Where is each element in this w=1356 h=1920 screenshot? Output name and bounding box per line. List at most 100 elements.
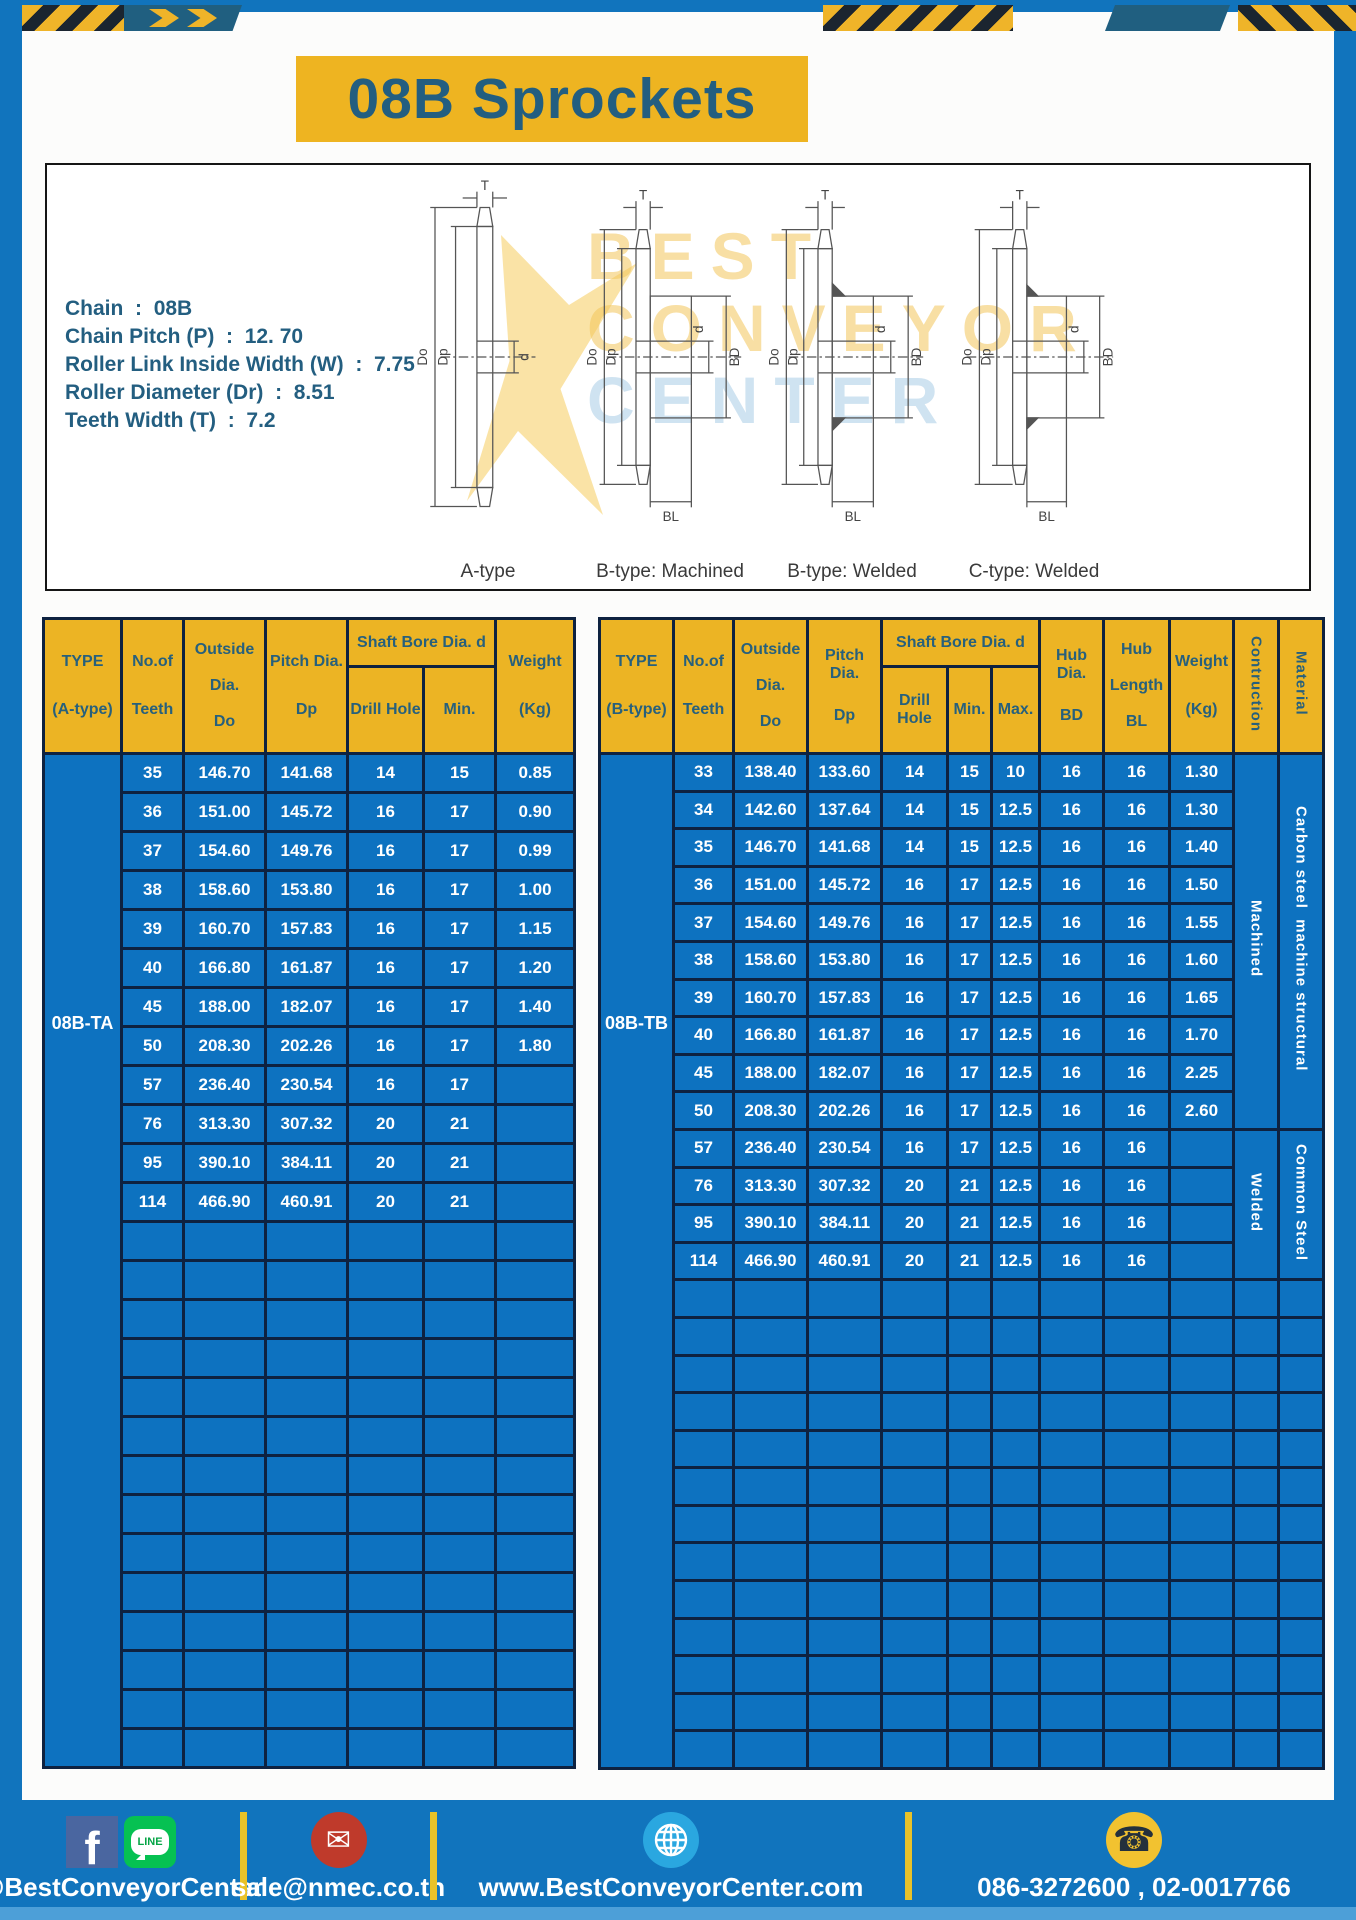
cell: [182, 1454, 267, 1496]
cell: 16: [1038, 864, 1105, 906]
cell: 17: [946, 1015, 993, 1056]
table-row: [44, 1727, 576, 1769]
cell: [264, 1571, 349, 1613]
spec-line: Roller Diameter (Dr) : 8.51: [65, 381, 335, 404]
cell: 142.60: [732, 789, 809, 831]
cell: [494, 1727, 576, 1769]
cell: [672, 1729, 735, 1771]
table-row: 45 188.00 182.07 16 17 1.40: [44, 986, 576, 1028]
cell: [264, 1259, 349, 1301]
cell: 35: [120, 752, 185, 794]
cell: [880, 1315, 949, 1357]
cell: [1102, 1466, 1171, 1507]
cell: [946, 1391, 993, 1432]
cell: 16: [346, 986, 425, 1028]
cell: 21: [422, 1103, 497, 1145]
cell: [946, 1654, 993, 1695]
type-label: 08B-TB: [604, 1013, 668, 1033]
table-a-body: 08B-TA 35 146.70 141.68 14 15 0.85 36 151.00 145.…: [42, 752, 576, 1769]
cell: 16: [1038, 1052, 1105, 1094]
cell: [422, 1727, 497, 1769]
col-header-shaft-bore: Shaft Bore Dia. d: [880, 617, 1041, 668]
cell: [990, 1391, 1041, 1432]
table-row: 114 466.90 460.91 20 21: [44, 1181, 576, 1223]
cell: 2.25: [1168, 1052, 1235, 1094]
cell: [346, 1727, 425, 1769]
cell: [990, 1729, 1041, 1771]
cell: [880, 1278, 949, 1319]
cell: [494, 1259, 576, 1301]
cell: [946, 1691, 993, 1733]
cell: [990, 1541, 1041, 1583]
facebook-icon[interactable]: f: [66, 1816, 118, 1868]
cell: 151.00: [732, 864, 809, 906]
phone-icon[interactable]: ☎: [1106, 1812, 1162, 1868]
cell: [494, 1571, 576, 1613]
cell: 460.91: [806, 1240, 883, 1282]
cell: [494, 1493, 576, 1535]
cell: [120, 1376, 185, 1418]
cell: 160.70: [182, 908, 267, 950]
cell: [880, 1353, 949, 1395]
table-row: [600, 1729, 1325, 1771]
cell: [1102, 1353, 1171, 1395]
table-row: 08B-TA 35 146.70 141.68 14 15 0.85: [42, 752, 576, 1769]
cell: [494, 1376, 576, 1418]
cell: 145.72: [264, 791, 349, 833]
cell: [264, 1454, 349, 1496]
cell: [672, 1616, 735, 1658]
table-row: [600, 1278, 1325, 1319]
col-header-weight: Weight (Kg): [1168, 617, 1235, 755]
cell: [672, 1579, 735, 1620]
cell: [494, 1337, 576, 1379]
cell: 16: [880, 977, 949, 1019]
website-url[interactable]: www.BestConveyorCenter.com: [478, 1872, 864, 1902]
table-b-body: 08B-TB 33 138.40 133.60 14 15 10 16 16 1.30 Machin…: [598, 751, 1325, 1771]
cell: 16: [1102, 1090, 1171, 1131]
cell: 50: [672, 1090, 735, 1131]
social-handle[interactable]: @BestConveyorCenter: [0, 1872, 263, 1902]
cell: 14: [346, 752, 425, 794]
cell: 0.99: [494, 830, 576, 872]
footer-social-section: f LINE @BestConveyorCenter: [0, 1808, 263, 1904]
cell: 12.5: [990, 1165, 1041, 1207]
cell: 12.5: [990, 1090, 1041, 1131]
cell: 1.50: [1168, 864, 1235, 906]
cell: 45: [672, 1052, 735, 1094]
cell: 17: [422, 791, 497, 833]
cell: [494, 1064, 576, 1106]
globe-icon[interactable]: [643, 1812, 699, 1868]
chevron-decoration: [124, 5, 242, 31]
table-row: 36 151.00 145.72 16 17 0.90: [44, 791, 576, 833]
cell: [1168, 1729, 1235, 1771]
cell: 17: [946, 864, 993, 906]
cell: [1102, 1541, 1171, 1583]
cell: [1168, 1503, 1235, 1545]
diagram-a-type: T Do Dp d A-type: [397, 179, 579, 582]
email-address[interactable]: sale@nmec.co.th: [231, 1872, 446, 1902]
cell: [672, 1315, 735, 1357]
email-icon[interactable]: ✉: [310, 1812, 367, 1868]
material-label: Carbon steel machine structural: [1292, 806, 1310, 1072]
diagram-caption: B-type: Welded: [787, 561, 917, 582]
cell: [1277, 1353, 1325, 1395]
cell: 137.64: [806, 789, 883, 831]
title-banner: 08B Sprockets: [296, 56, 808, 142]
line-icon[interactable]: LINE: [124, 1816, 176, 1868]
cell: 16: [1102, 827, 1171, 868]
cell: 1.20: [494, 947, 576, 989]
cell: [732, 1353, 809, 1395]
cell: [1168, 1165, 1235, 1207]
phone-numbers[interactable]: 086-3272600 , 02-0017766: [977, 1872, 1291, 1902]
cell: 466.90: [732, 1240, 809, 1282]
dim-label: Dp: [785, 348, 800, 365]
cell: [346, 1376, 425, 1418]
dim-label: BL: [1038, 509, 1055, 524]
cell: 138.40: [732, 752, 809, 793]
footer-divider: [430, 1812, 437, 1900]
cell: [264, 1610, 349, 1652]
material-cell: Common Steel: [1277, 1127, 1325, 1282]
cell: [1168, 1579, 1235, 1620]
cell: [1232, 1579, 1280, 1620]
cell: 149.76: [264, 830, 349, 872]
